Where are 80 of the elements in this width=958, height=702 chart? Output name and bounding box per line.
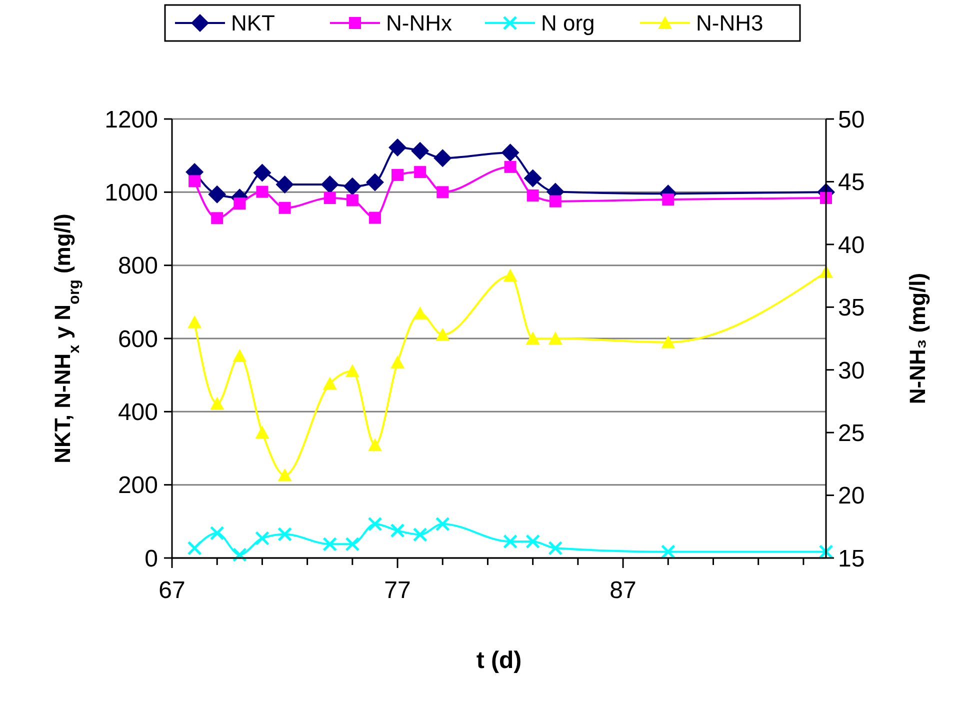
point: [662, 193, 674, 206]
point: [526, 332, 540, 344]
point: [324, 192, 336, 204]
point: [526, 534, 540, 549]
legend-label: N-NHx: [386, 10, 452, 36]
point: [435, 516, 450, 532]
point: [366, 173, 384, 192]
point: [278, 468, 292, 482]
point: [524, 169, 542, 188]
y2-tick-label: 35: [838, 294, 865, 322]
point: [368, 516, 382, 532]
point: [661, 335, 676, 348]
y-tick-label: 200: [118, 472, 158, 500]
point: [232, 349, 247, 362]
point: [255, 426, 270, 439]
point: [188, 315, 202, 328]
point: [436, 328, 450, 341]
y2-tick-label: 15: [838, 545, 865, 572]
y2-tick-label: 50: [838, 106, 865, 134]
point: [232, 547, 247, 562]
y2-tick-label: 40: [838, 232, 865, 259]
point: [368, 212, 381, 224]
point: [392, 168, 404, 181]
point: [346, 194, 358, 206]
y-tick-label: 400: [118, 399, 158, 426]
point: [187, 540, 202, 556]
y2-tick-label: 20: [838, 482, 865, 510]
point: [322, 376, 337, 390]
point: [413, 306, 428, 320]
point: [548, 540, 563, 556]
point: [548, 332, 562, 344]
point: [412, 527, 428, 542]
y-tick-label: 600: [118, 326, 158, 353]
point: [278, 202, 291, 214]
point: [188, 175, 201, 188]
point: [526, 189, 539, 202]
point: [210, 526, 224, 540]
point: [320, 175, 339, 194]
point: [660, 544, 676, 560]
legend-label: NKT: [231, 10, 275, 36]
point: [345, 536, 360, 552]
point: [414, 166, 426, 178]
point: [253, 164, 272, 182]
point: [501, 144, 520, 162]
point: [504, 160, 516, 173]
point: [254, 530, 270, 546]
point: [434, 149, 452, 168]
y2-axis-title: N-NH₃ (mg/l): [905, 272, 930, 404]
point: [436, 186, 449, 198]
point: [322, 536, 338, 552]
point: [368, 438, 382, 452]
legend-label: N org: [541, 10, 595, 36]
y-tick-label: 0: [144, 545, 158, 572]
point: [211, 212, 224, 224]
x-tick-label: 77: [384, 577, 411, 604]
point: [549, 195, 562, 208]
point: [208, 185, 226, 204]
point: [390, 523, 405, 538]
y2-tick-label: 25: [838, 420, 865, 447]
y2-tick-label: 30: [838, 357, 865, 384]
y2-tick-label: 45: [838, 169, 865, 196]
point: [503, 534, 518, 549]
y-tick-label: 800: [118, 252, 158, 280]
x-tick-label: 87: [610, 577, 636, 604]
point: [411, 142, 430, 160]
y-tick-label: 1200: [104, 106, 158, 134]
point: [278, 526, 292, 542]
point: [345, 364, 360, 378]
point: [390, 355, 405, 368]
point: [388, 138, 407, 157]
y-tick-label: 1000: [104, 180, 158, 207]
x-axis-title: t (d): [476, 647, 522, 674]
x-tick-label: 67: [158, 577, 186, 604]
legend-label: N-NH3: [696, 10, 764, 36]
point: [210, 396, 224, 410]
point: [256, 186, 268, 198]
point: [343, 177, 362, 196]
point: [503, 268, 518, 282]
point: [234, 198, 246, 210]
point: [276, 175, 294, 194]
